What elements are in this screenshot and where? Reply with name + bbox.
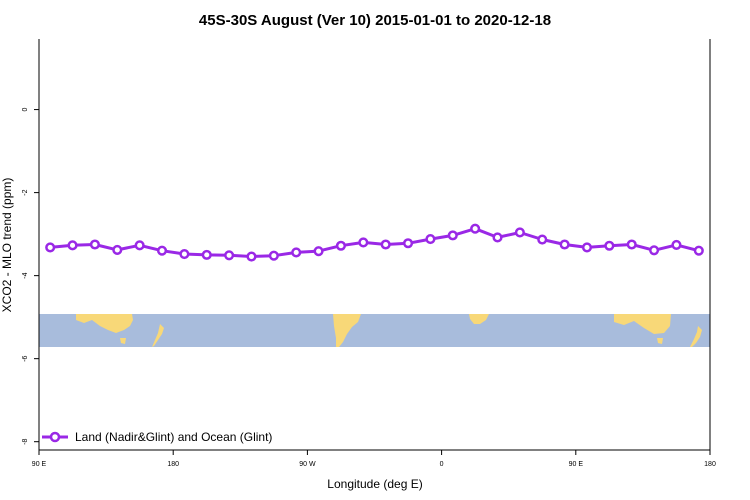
legend: Land (Nadir&Glint) and Ocean (Glint): [42, 430, 272, 444]
map-land-south-america: [333, 314, 361, 347]
data-point-9: [246, 251, 257, 262]
plot-frame: [38, 39, 711, 451]
map-land-new-zealand-east: [690, 326, 702, 347]
map-land-tasmania-east: [657, 338, 663, 344]
data-point-18: [447, 230, 458, 241]
y-tick-label-4: -8: [22, 438, 29, 444]
data-point-3: [112, 244, 123, 255]
data-point-17: [425, 234, 436, 245]
data-point-16: [403, 238, 414, 249]
data-point-5: [156, 245, 168, 256]
data-point-27: [649, 245, 660, 256]
series-layer: [45, 223, 704, 262]
data-point-12: [313, 246, 324, 257]
data-point-26: [626, 239, 637, 250]
data-point-6: [179, 248, 190, 260]
data-point-28: [671, 239, 682, 250]
data-point-23: [559, 239, 570, 250]
data-point-13: [335, 240, 347, 251]
data-point-2: [89, 239, 100, 250]
x-tick-label-4: 90 E: [569, 461, 584, 468]
world-map-strip: [39, 314, 710, 347]
x-tick-label-2: 90 W: [299, 461, 316, 468]
data-point-15: [380, 239, 391, 250]
x-axis-label: Longitude (deg E): [327, 477, 422, 491]
data-point-7: [201, 249, 212, 260]
legend-marker: [49, 431, 61, 443]
data-point-25: [604, 240, 615, 251]
map-ocean: [39, 314, 710, 347]
data-point-21: [514, 227, 525, 238]
x-tick-label-1: 180: [167, 461, 179, 468]
data-point-10: [268, 250, 279, 261]
x-tick-label-0: 90 E: [32, 461, 47, 468]
data-point-11: [291, 247, 302, 258]
map-land-australia: [76, 314, 133, 333]
map-land-tasmania: [120, 338, 126, 344]
legend-label: Land (Nadir&Glint) and Ocean (Glint): [75, 430, 272, 444]
data-point-22: [537, 234, 548, 245]
y-tick-label-2: -4: [22, 272, 29, 278]
x-axis: 90 E 180 90 W 0 90 E 180: [32, 450, 716, 468]
data-point-29: [693, 245, 704, 256]
data-point-24: [581, 242, 593, 253]
data-point-19: [470, 223, 481, 234]
data-point-8: [224, 250, 235, 261]
data-point-20: [492, 232, 503, 243]
y-tick-label-3: -6: [22, 355, 29, 361]
data-point-0: [45, 242, 56, 253]
map-land-australia-east: [614, 314, 671, 334]
y-axis: 0 -2 -4 -6 -8: [22, 108, 39, 445]
y-tick-label-1: -2: [22, 189, 29, 195]
data-point-14: [358, 237, 369, 248]
chart-title: 45S-30S August (Ver 10) 2015-01-01 to 20…: [199, 12, 551, 29]
x-tick-label-5: 180: [704, 461, 716, 468]
data-point-4: [134, 240, 145, 251]
map-land-new-zealand: [152, 324, 164, 347]
x-tick-label-3: 0: [440, 461, 444, 468]
data-point-1: [67, 240, 78, 251]
y-axis-label: XCO2 - MLO trend (ppm): [0, 178, 14, 313]
map-land-africa: [469, 314, 489, 324]
y-tick-label-0: 0: [22, 108, 29, 112]
series-line-0: [50, 227, 700, 258]
